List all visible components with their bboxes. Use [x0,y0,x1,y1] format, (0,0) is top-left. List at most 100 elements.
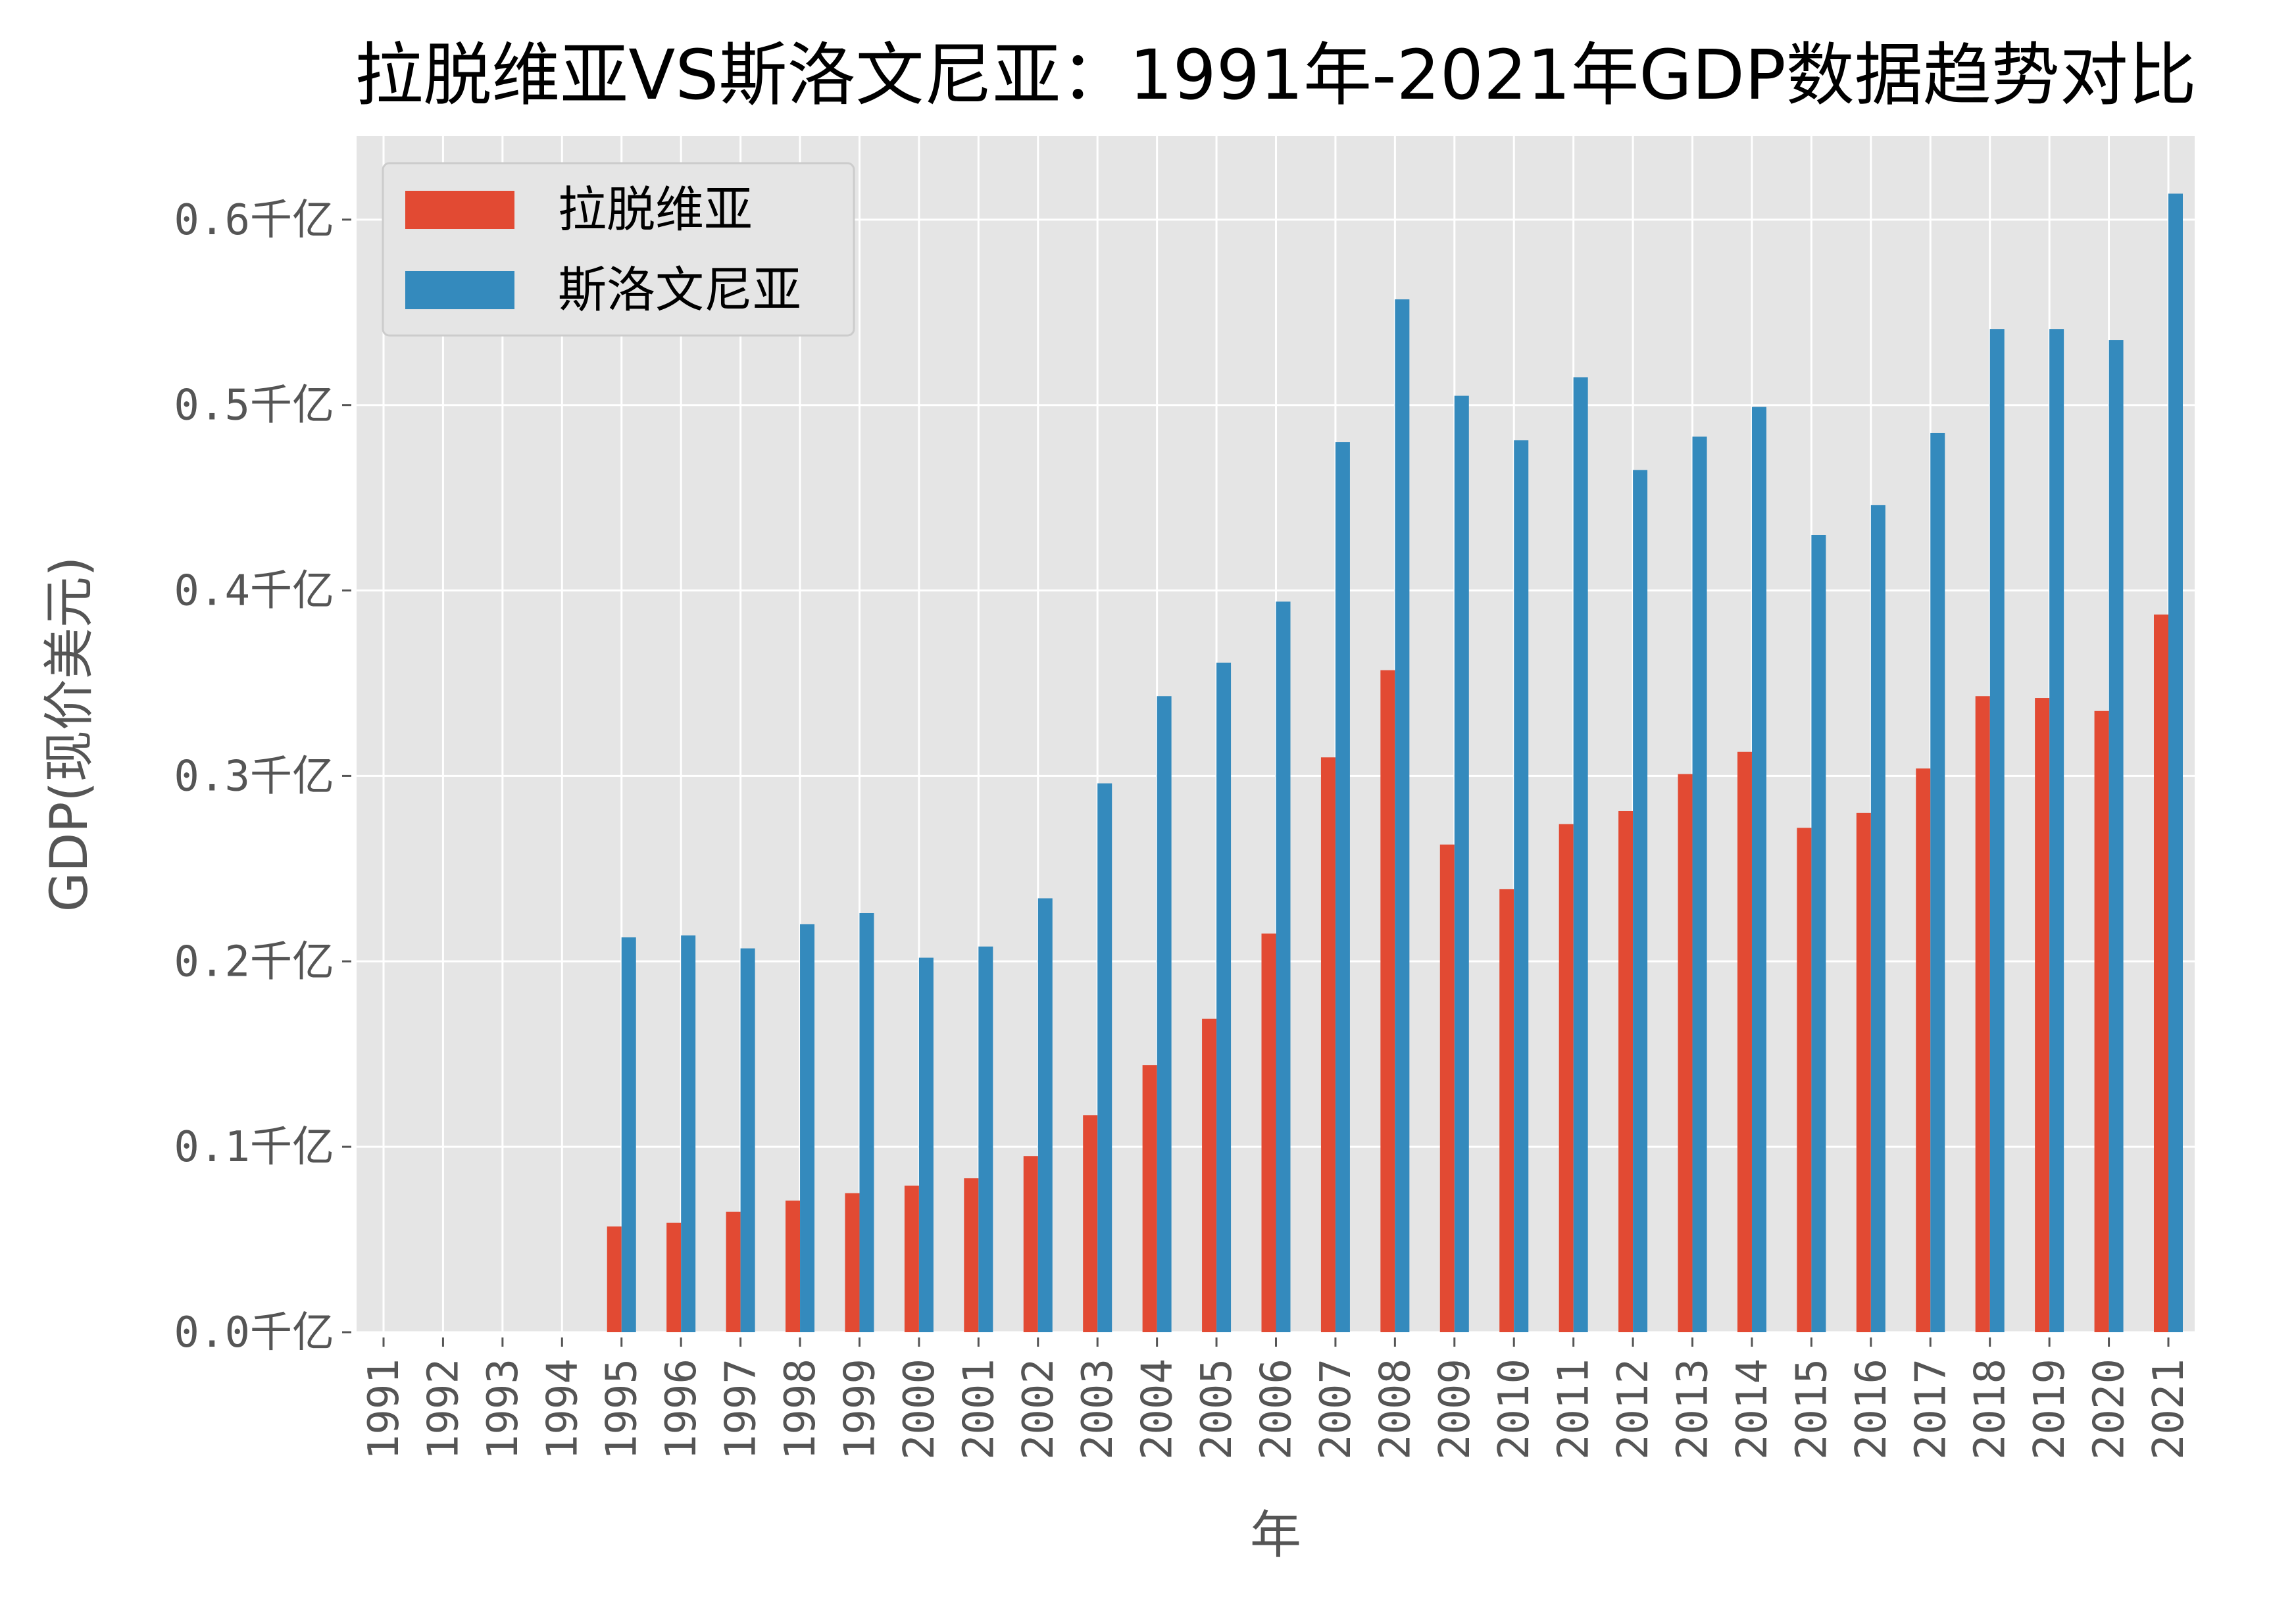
bar-slovenia-2011 [1573,377,1588,1332]
x-tick-label: 2021 [2145,1359,2193,1460]
x-tick-label: 2014 [1728,1359,1777,1460]
x-tick-label: 1998 [776,1359,825,1460]
bar-latvia-2005 [1202,1018,1217,1332]
bar-slovenia-2000 [918,957,934,1332]
bar-latvia-2003 [1083,1115,1098,1332]
bar-latvia-2000 [904,1186,919,1332]
x-tick-label: 2008 [1371,1359,1420,1460]
bar-latvia-2009 [1439,844,1455,1332]
y-tick-label: 0.6千亿 [174,196,334,245]
bar-latvia-1996 [666,1222,682,1332]
bar-latvia-2016 [1856,812,1871,1332]
x-tick-label: 2011 [1550,1359,1599,1460]
x-tick-label: 2018 [1966,1359,2015,1460]
x-tick-label: 1992 [419,1359,468,1460]
bar-slovenia-2003 [1097,783,1112,1332]
x-tick-label: 2004 [1134,1359,1182,1460]
y-axis: 0.0千亿 0.1千亿 0.2千亿 0.3千亿 0.4千亿 0.5千亿 0.6千亿 [174,196,351,1357]
bar-slovenia-2005 [1216,662,1232,1332]
bar-latvia-2001 [964,1178,979,1332]
bar-latvia-2004 [1142,1065,1157,1332]
bar-slovenia-1995 [621,937,636,1332]
legend-label-slovenia: 斯洛文尼亚 [558,262,801,318]
bar-latvia-2012 [1618,811,1634,1332]
x-tick-label: 2005 [1193,1359,1241,1460]
x-tick-label: 2017 [1907,1359,1955,1460]
bar-slovenia-2004 [1157,696,1172,1332]
bar-slovenia-1999 [859,912,874,1332]
x-tick-label: 2019 [2026,1359,2074,1460]
x-tick-label: 1991 [360,1359,409,1460]
x-tick-label: 2012 [1609,1359,1658,1460]
x-axis: 1991 1992 1993 1994 1995 1996 1997 1998 1999 2000… [360,1337,2193,1460]
legend-swatch-slovenia [405,271,514,309]
bar-latvia-2008 [1380,670,1395,1332]
legend: 拉脱维亚 斯洛文尼亚 [382,162,855,337]
bar-slovenia-2002 [1037,898,1053,1332]
x-tick-label: 1995 [598,1359,647,1460]
legend-swatch-latvia [405,191,514,229]
bar-latvia-2015 [1797,828,1812,1332]
y-tick-label: 0.2千亿 [174,937,334,986]
bar-slovenia-2021 [2168,193,2183,1333]
chart-title: 拉脱维亚VS斯洛文尼亚：1991年-2021年GDP数据趋势对比 [355,35,2196,115]
x-tick-label: 2003 [1074,1359,1122,1460]
bar-slovenia-2016 [1870,505,1885,1332]
bar-latvia-2019 [2035,698,2050,1332]
x-tick-label: 2007 [1312,1359,1360,1460]
x-tick-label: 2010 [1490,1359,1539,1460]
bar-latvia-2006 [1261,934,1276,1332]
x-tick-label: 1999 [836,1359,884,1460]
bar-slovenia-2010 [1514,440,1529,1332]
x-tick-label: 2001 [955,1359,1003,1460]
bar-slovenia-2017 [1930,432,1945,1332]
bar-slovenia-2008 [1395,299,1410,1332]
y-axis-label: GDP(现价美元) [40,557,99,912]
x-tick-label: 1997 [717,1359,766,1460]
x-tick-label: 1994 [538,1359,587,1460]
bar-slovenia-2007 [1335,442,1350,1332]
bar-slovenia-2014 [1751,407,1766,1332]
bar-latvia-2013 [1678,774,1693,1332]
bar-latvia-2021 [2154,614,2168,1333]
y-tick-label: 0.4千亿 [174,567,334,616]
bar-slovenia-2018 [1989,329,2005,1332]
x-tick-label: 2009 [1431,1359,1480,1460]
bar-slovenia-2006 [1276,601,1291,1333]
bar-latvia-2014 [1737,751,1752,1332]
bar-latvia-2020 [2094,711,2109,1332]
bar-slovenia-2001 [978,946,993,1332]
bar-latvia-2018 [1975,696,1990,1332]
bar-slovenia-2013 [1692,436,1707,1332]
bar-slovenia-2009 [1454,395,1469,1332]
bar-slovenia-2015 [1811,535,1826,1332]
bar-slovenia-2012 [1633,470,1648,1332]
bar-latvia-1998 [786,1200,801,1332]
bar-slovenia-1997 [740,948,755,1332]
x-tick-label: 2006 [1253,1359,1301,1460]
bar-latvia-2010 [1499,889,1514,1332]
x-tick-label: 2000 [895,1359,944,1460]
bar-slovenia-1998 [800,924,815,1332]
legend-label-latvia: 拉脱维亚 [558,182,753,238]
y-tick-label: 0.5千亿 [174,382,334,430]
y-tick-label: 0.0千亿 [174,1309,334,1357]
y-tick-label: 0.3千亿 [174,752,334,801]
bar-latvia-1999 [845,1193,860,1332]
bar-slovenia-1996 [681,935,696,1332]
x-tick-label: 2002 [1014,1359,1063,1460]
bar-latvia-1997 [726,1211,741,1332]
x-tick-label: 2020 [2085,1359,2134,1460]
bar-slovenia-2019 [2049,329,2064,1332]
bar-latvia-2007 [1320,757,1335,1332]
bar-latvia-2002 [1023,1156,1038,1332]
bar-slovenia-2020 [2109,340,2124,1332]
x-tick-label: 2013 [1669,1359,1718,1460]
x-tick-label: 1996 [657,1359,706,1460]
bar-latvia-1995 [607,1226,622,1332]
bar-latvia-2011 [1559,824,1574,1332]
x-tick-label: 1993 [479,1359,528,1460]
y-tick-label: 0.1千亿 [174,1123,334,1172]
x-tick-label: 2015 [1787,1359,1836,1460]
